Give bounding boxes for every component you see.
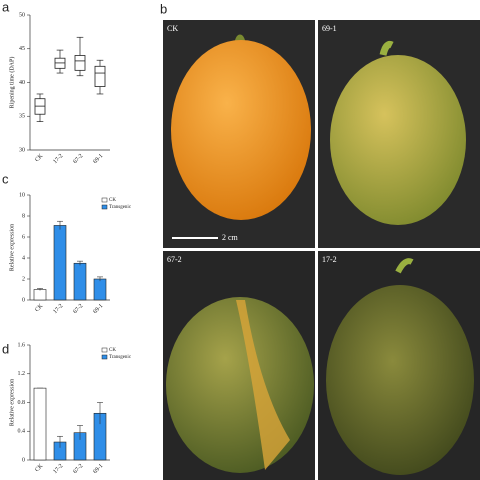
photo-label: 69-1: [322, 24, 337, 33]
legend-swatch: [101, 204, 108, 210]
x-tick-label: 67-2: [72, 303, 84, 315]
y-tick-label: 50: [19, 12, 25, 18]
x-tick-label: CK: [34, 463, 45, 474]
y-tick-label: 0.4: [18, 429, 26, 435]
box: [94, 65, 106, 87]
y-tick-label: 1.6: [18, 342, 26, 348]
stem: [395, 258, 414, 274]
x-tick-label: 69-1: [92, 153, 104, 165]
y-tick-label: 30: [19, 147, 25, 153]
y-tick-label: 6: [22, 234, 25, 240]
y-tick-label: 45: [19, 46, 25, 52]
panel-label: a: [2, 0, 10, 14]
x-tick-label: 17-2: [52, 303, 64, 315]
melon: [166, 297, 314, 473]
y-tick-label: 8: [22, 213, 25, 219]
legend-label: CK: [109, 348, 116, 353]
melon: [330, 55, 466, 225]
y-axis-label: Ripening time (DAP): [8, 57, 15, 109]
scale-bar-label: 2 cm: [222, 233, 239, 242]
legend-swatch: [101, 347, 108, 353]
x-tick-label: 69-1: [92, 303, 104, 315]
stem: [379, 41, 394, 56]
x-tick-label: CK: [34, 153, 45, 164]
photo-panel: 2 cm CK 69-1 67-2 17-2: [163, 20, 480, 480]
y-tick-label: 0: [22, 457, 25, 463]
bar: [73, 262, 87, 301]
panel-label: c: [2, 171, 9, 186]
x-tick-label: 17-2: [52, 153, 64, 165]
x-tick-label: CK: [34, 303, 45, 314]
panel-label: b: [160, 1, 167, 16]
patch: [236, 300, 290, 470]
y-tick-label: 0: [22, 297, 25, 303]
melon: [171, 40, 311, 220]
legend-label: CK: [109, 198, 116, 203]
x-tick-label: 67-2: [72, 463, 84, 475]
x-tick-label: 67-2: [72, 153, 84, 165]
y-axis-label: Relative expression: [9, 379, 15, 426]
x-tick-label: 17-2: [52, 463, 64, 475]
legend-swatch: [101, 197, 108, 203]
photo-label: CK: [167, 24, 178, 33]
y-axis-label: Relative expression: [9, 224, 15, 271]
y-tick-label: 35: [19, 114, 25, 120]
panel-label: d: [2, 341, 9, 356]
y-tick-label: 40: [19, 80, 25, 86]
legend-swatch: [101, 354, 108, 360]
legend-label: Transgenic: [109, 355, 132, 360]
y-tick-label: 0.8: [18, 400, 26, 406]
legend-label: Transgenic: [109, 205, 132, 210]
bar: [93, 278, 107, 301]
y-tick-label: 4: [22, 255, 25, 261]
photo-label: 67-2: [167, 255, 182, 264]
box: [74, 55, 86, 71]
bar: [53, 225, 67, 301]
bar: [33, 387, 47, 461]
bar: [33, 289, 47, 301]
x-tick-label: 69-1: [92, 463, 104, 475]
y-tick-label: 1.2: [18, 371, 26, 377]
y-tick-label: 2: [22, 276, 25, 282]
photo-label: 17-2: [322, 255, 337, 264]
y-tick-label: 10: [19, 192, 25, 198]
melon: [326, 285, 474, 475]
